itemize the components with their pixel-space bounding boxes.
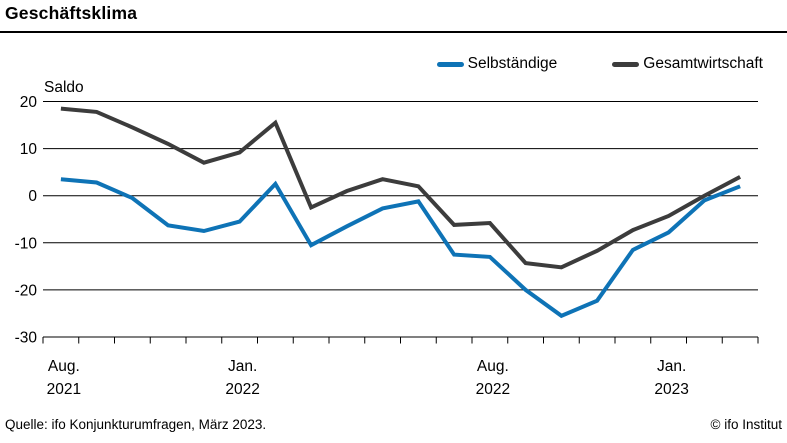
page-title: Geschäftsklima [5,3,138,23]
x-tick-label-year: 2023 [654,381,688,398]
x-tick-label-year: 2021 [47,381,81,398]
selbstaendige-line-swatch-icon [436,61,464,67]
gesamtwirtschaft-line [60,106,742,270]
y-tick-label: 0 [28,188,37,205]
chart-legend: Selbständige Gesamtwirtschaft [436,55,763,73]
y-tick-label: 10 [20,141,38,158]
x-tick-label-year: 2022 [225,381,259,398]
y-axis-title: Saldo [44,79,84,96]
x-tick-label-month: Aug. [477,358,509,375]
gesamtwirtschaft-line-swatch-icon [612,61,640,67]
legend-label-gesamtwirtschaft: Gesamtwirtschaft [643,55,763,72]
x-tick-label-year: 2022 [476,381,510,398]
x-tick-label-month: Aug. [48,358,80,375]
copyright-note: © ifo Institut [710,417,782,432]
y-tick-label: -20 [15,282,38,299]
y-tick-label: -10 [15,235,38,252]
title-divider [0,31,787,33]
y-tick-label: -30 [15,330,38,347]
legend-item-gesamtwirtschaft: Gesamtwirtschaft [612,55,763,73]
legend-label-selbstaendige: Selbständige [467,55,558,72]
x-tick-label-month: Jan. [228,358,257,375]
x-tick-label-month: Jan. [657,358,686,375]
selbstaendige-line [60,177,741,319]
legend-item-selbstaendige: Selbständige [436,55,558,73]
source-note: Quelle: ifo Konjunkturumfragen, März 202… [5,417,267,432]
y-tick-label: 20 [20,94,38,111]
